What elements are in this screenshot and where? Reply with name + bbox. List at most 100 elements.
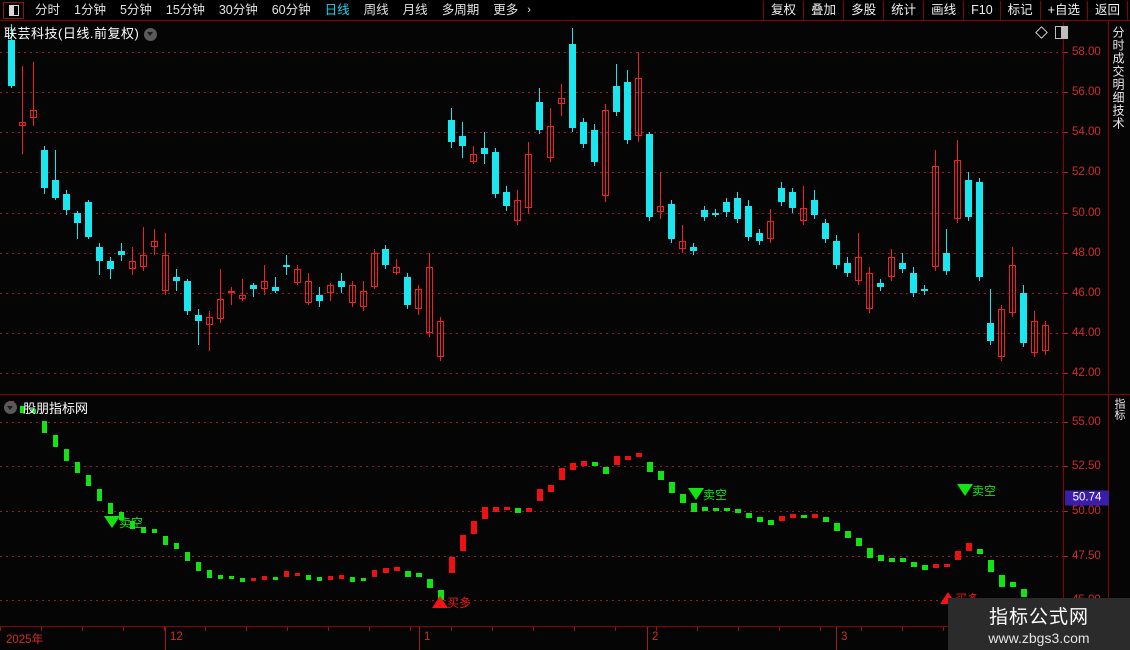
period-tab-6[interactable]: 日线 — [324, 2, 350, 17]
candlestick — [228, 286, 235, 305]
indicator-dot — [448, 557, 455, 574]
indicator-dot — [195, 562, 202, 572]
toolbar-button-4[interactable]: 画线 — [923, 0, 963, 20]
candlestick — [855, 232, 863, 285]
gridline — [0, 132, 1063, 134]
candlestick — [745, 200, 753, 241]
candlestick — [976, 178, 984, 281]
candlestick — [129, 246, 136, 275]
candlestick — [327, 282, 335, 301]
date-separator — [647, 627, 648, 650]
candlestick — [932, 150, 940, 271]
indicator-dot — [107, 502, 114, 515]
indicator-dot — [646, 461, 653, 473]
toolbar-button-6[interactable]: 标记 — [999, 0, 1040, 20]
chart-corner-tools — [1035, 26, 1068, 39]
date-minor-tick — [697, 627, 698, 631]
panel-layout-icon[interactable] — [3, 1, 24, 19]
diamond-icon[interactable] — [1035, 26, 1048, 39]
date-separator — [419, 627, 420, 650]
toolbar-button-5[interactable]: F10 — [963, 0, 1000, 20]
period-tab-1[interactable]: 1分钟 — [74, 2, 106, 17]
candlestick — [85, 200, 92, 239]
indicator-dot — [745, 512, 752, 519]
indicator-dot — [932, 563, 939, 569]
period-tab-11[interactable]: › — [527, 3, 531, 16]
page-title: 联芸科技(日线.前复权) — [4, 25, 140, 41]
toolbar-button-3[interactable]: 统计 — [883, 0, 923, 20]
indicator-dot — [624, 455, 631, 461]
candlestick — [1020, 284, 1028, 347]
indicator-dot — [184, 551, 191, 562]
price-plot-area[interactable] — [0, 22, 1063, 393]
price-axis-label: 58.00 — [1072, 46, 1101, 59]
candlestick — [404, 272, 412, 309]
gridline — [0, 252, 1063, 254]
toolbar-button-2[interactable]: 多股 — [843, 0, 883, 20]
indicator-dot — [558, 467, 565, 481]
indicator-dot — [250, 577, 257, 582]
indicator-axis-label: 50.00 — [1072, 505, 1101, 517]
gridline — [0, 555, 1063, 557]
period-tab-5[interactable]: 60分钟 — [271, 2, 311, 17]
indicator-dot — [756, 516, 763, 523]
toolbar-button-8[interactable]: 返回 — [1086, 0, 1128, 20]
gridline — [0, 332, 1063, 334]
date-minor-tick — [123, 627, 124, 631]
chevron-down-icon[interactable] — [4, 401, 17, 414]
period-tab-9[interactable]: 多周期 — [441, 2, 480, 17]
candlestick — [690, 242, 698, 255]
period-tab-8[interactable]: 月线 — [402, 2, 428, 17]
indicator-dot — [800, 514, 807, 519]
candlestick — [921, 284, 929, 295]
indicator-dot — [668, 482, 675, 493]
candlestick — [668, 200, 676, 243]
candlestick — [811, 190, 819, 219]
period-tab-4[interactable]: 30分钟 — [218, 2, 258, 17]
watermark-title: 指标公式网 — [988, 607, 1089, 628]
axis-tick — [1064, 52, 1068, 54]
candlestick — [393, 258, 401, 275]
price-side-tab[interactable]: 分时成交明细技术 — [1108, 22, 1130, 393]
period-tab-3[interactable]: 15分钟 — [165, 2, 205, 17]
period-tab-2[interactable]: 5分钟 — [119, 2, 152, 17]
date-minor-tick — [82, 627, 83, 631]
date-axis-label-1: 12 — [170, 631, 183, 643]
indicator-dot — [261, 575, 268, 580]
gridline — [0, 52, 1063, 54]
indicator-dot — [492, 506, 499, 512]
indicator-dot — [415, 572, 422, 577]
candlestick — [437, 316, 445, 361]
indicator-dot — [228, 575, 235, 580]
indicator-plot-area[interactable] — [0, 395, 1063, 627]
indicator-dot — [151, 528, 158, 533]
candlestick — [888, 248, 896, 281]
toolbar-button-7[interactable]: +自选 — [1039, 0, 1087, 20]
date-minor-tick — [656, 627, 657, 631]
gridline — [0, 212, 1063, 214]
gridline — [0, 600, 1063, 602]
candlestick — [360, 280, 368, 311]
chevron-down-icon[interactable] — [144, 27, 158, 41]
indicator-dot — [217, 574, 224, 580]
date-axis-label-3: 2 — [652, 631, 659, 643]
candlestick — [734, 192, 742, 223]
indicator-axis-label: 52.50 — [1072, 460, 1101, 473]
period-tab-7[interactable]: 周线 — [363, 2, 389, 17]
indicator-dot — [635, 452, 642, 458]
axis-tick — [1064, 252, 1068, 254]
indicator-dot — [988, 560, 994, 573]
candlestick — [514, 190, 522, 225]
period-tab-10[interactable]: 更多 — [493, 2, 519, 17]
toolbar-button-1[interactable]: 叠加 — [803, 0, 843, 20]
period-tab-0[interactable]: 分时 — [35, 2, 61, 17]
indicator-dot — [943, 563, 950, 568]
indicator-axis-label: 47.50 — [1072, 549, 1101, 562]
split-panel-icon[interactable] — [1055, 26, 1068, 39]
date-x-axis: 2025年 12 1 2 3 — [0, 626, 1130, 650]
indicator-dot — [844, 530, 851, 539]
indicator-dot — [393, 567, 400, 571]
indicator-side-tab[interactable]: 指标 — [1108, 395, 1130, 627]
toolbar-button-0[interactable]: 复权 — [763, 0, 803, 20]
